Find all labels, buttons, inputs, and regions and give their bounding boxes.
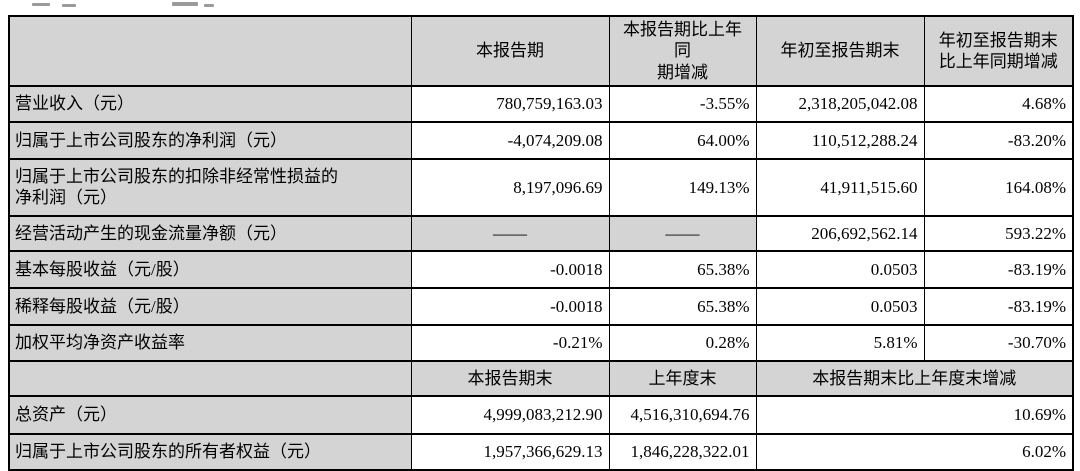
cell-value: -3.55% [608, 84, 757, 123]
col-header-prior-year-end: 上年度末 [608, 359, 757, 397]
cell-value: -4,074,209.08 [410, 120, 610, 160]
key-financials-table: 本报告期 本报告期比上年同 期增减 年初至报告期末 年初至报告期末 比上年同期增… [8, 15, 1074, 471]
table-row: 稀释每股收益（元/股） -0.0018 65.38% 0.0503 -83.19… [8, 286, 1074, 326]
col-header-period-yoy-change: 本报告期比上年同 期增减 [608, 15, 757, 87]
row-label: 总资产（元） [8, 394, 412, 435]
clipped-text-fragment [172, 2, 198, 6]
cell-value: 110,512,288.24 [755, 120, 925, 160]
cell-value: 206,692,562.14 [755, 214, 925, 252]
table-row: 经营活动产生的现金流量净额（元） —— —— 206,692,562.14 59… [8, 214, 1074, 252]
clipped-text-fragment [204, 4, 214, 7]
clipped-text-fragment [32, 3, 50, 6]
cell-value: 2,318,205,042.08 [755, 84, 925, 123]
cell-value: 593.22% [923, 214, 1074, 252]
table-row: 归属于上市公司股东的扣除非经常性损益的 净利润（元） 8,197,096.69 … [8, 157, 1074, 217]
cell-value: -0.0018 [410, 249, 610, 289]
cell-value: -30.70% [923, 323, 1074, 362]
col-header-ytd: 年初至报告期末 [755, 15, 925, 87]
cell-value: 164.08% [923, 157, 1074, 217]
corner-cell [8, 15, 412, 87]
row-label: 经营活动产生的现金流量净额（元） [8, 214, 412, 252]
cell-value: -83.19% [923, 286, 1074, 326]
cell-value: 64.00% [608, 120, 757, 160]
cell-value: 780,759,163.03 [410, 84, 610, 123]
table-row: 总资产（元） 4,999,083,212.90 4,516,310,694.76… [8, 394, 1074, 435]
cell-not-applicable: —— [410, 214, 610, 252]
row-label: 归属于上市公司股东的所有者权益（元） [8, 432, 412, 471]
cell-value: 4.68% [923, 84, 1074, 123]
cell-change-value: 6.02% [755, 432, 1074, 471]
cell-value: 4,516,310,694.76 [608, 394, 757, 435]
corner-cell [8, 359, 412, 397]
cell-value: -0.0018 [410, 286, 610, 326]
cell-value: 8,197,096.69 [410, 157, 610, 217]
cell-value: 4,999,083,212.90 [410, 394, 610, 435]
row-label: 归属于上市公司股东的净利润（元） [8, 120, 412, 160]
cell-not-applicable: —— [608, 214, 757, 252]
cell-value: 0.0503 [755, 249, 925, 289]
cell-value: 65.38% [608, 286, 757, 326]
cell-value: 149.13% [608, 157, 757, 217]
cell-value: -0.21% [410, 323, 610, 362]
cell-change-value: 10.69% [755, 394, 1074, 435]
table-header-row-1: 本报告期 本报告期比上年同 期增减 年初至报告期末 年初至报告期末 比上年同期增… [8, 15, 1074, 87]
cell-value: 41,911,515.60 [755, 157, 925, 217]
cell-value: 1,957,366,629.13 [410, 432, 610, 471]
cell-value: -83.20% [923, 120, 1074, 160]
table-row: 基本每股收益（元/股） -0.0018 65.38% 0.0503 -83.19… [8, 249, 1074, 289]
row-label: 归属于上市公司股东的扣除非经常性损益的 净利润（元） [8, 157, 412, 217]
table-row: 归属于上市公司股东的所有者权益（元） 1,957,366,629.13 1,84… [8, 432, 1074, 471]
row-label: 加权平均净资产收益率 [8, 323, 412, 362]
row-label: 营业收入（元） [8, 84, 412, 123]
col-header-period-end: 本报告期末 [410, 359, 610, 397]
clipped-text-fragment [62, 4, 76, 7]
table-row: 加权平均净资产收益率 -0.21% 0.28% 5.81% -30.70% [8, 323, 1074, 362]
table-row: 营业收入（元） 780,759,163.03 -3.55% 2,318,205,… [8, 84, 1074, 123]
cell-value: 0.28% [608, 323, 757, 362]
cell-value: -83.19% [923, 249, 1074, 289]
financial-report-page: { "colors": { "header_bg": "#d4d4d4", "c… [8, 2, 1074, 471]
row-label: 稀释每股收益（元/股） [8, 286, 412, 326]
table-header-row-2: 本报告期末 上年度末 本报告期末比上年度末增减 [8, 359, 1074, 397]
col-header-current-period: 本报告期 [410, 15, 610, 87]
col-header-period-end-change: 本报告期末比上年度末增减 [755, 359, 1074, 397]
cell-value: 5.81% [755, 323, 925, 362]
cell-value: 65.38% [608, 249, 757, 289]
cell-value: 1,846,228,322.01 [608, 432, 757, 471]
row-label: 基本每股收益（元/股） [8, 249, 412, 289]
table-row: 归属于上市公司股东的净利润（元） -4,074,209.08 64.00% 11… [8, 120, 1074, 160]
col-header-ytd-yoy-change: 年初至报告期末 比上年同期增减 [923, 15, 1074, 87]
cell-value: 0.0503 [755, 286, 925, 326]
